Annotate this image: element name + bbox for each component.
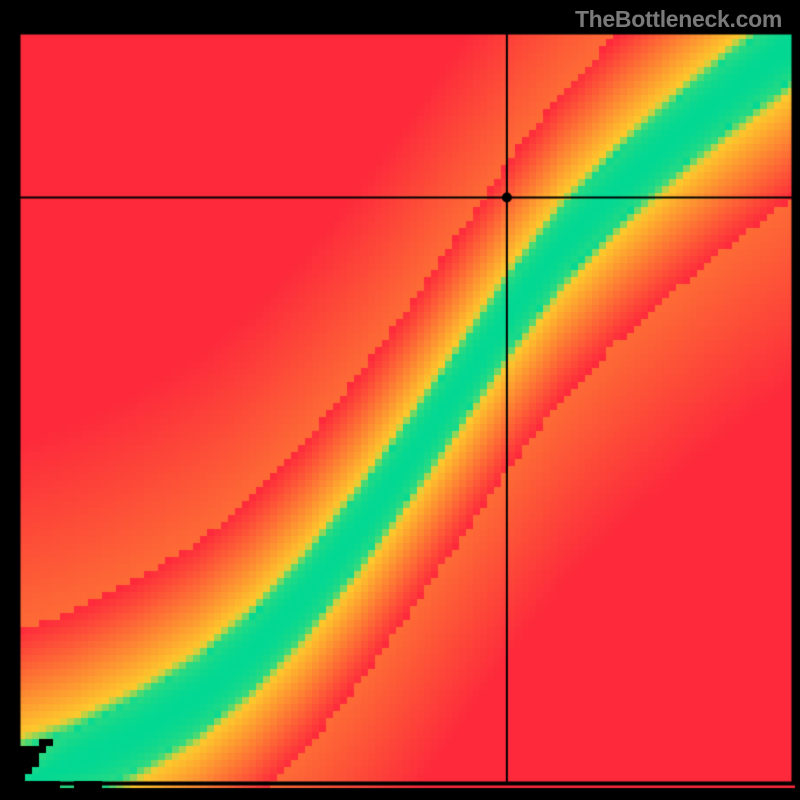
bottleneck-heatmap [0,0,800,800]
watermark-label: TheBottleneck.com [575,6,782,33]
